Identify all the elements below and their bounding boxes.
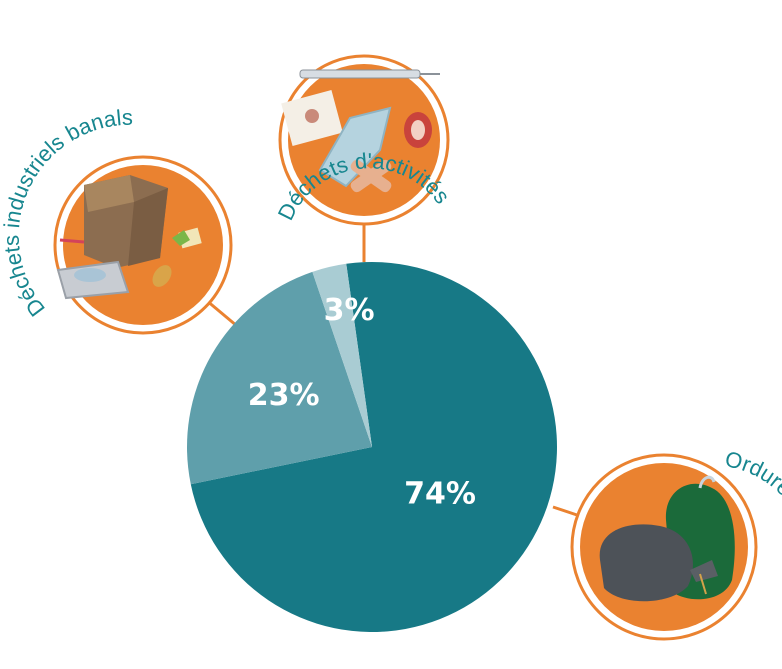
om-callout: Ordures ménagères: [570, 446, 782, 641]
pie-data-labels: 74% 23% 3%: [248, 293, 476, 512]
dasri-callout: Déchets d'activités de soins à risques i…: [0, 0, 459, 226]
pie-data-label: 3%: [324, 293, 375, 328]
garbage-bags-icon: [599, 475, 735, 602]
medical-waste-icon: [281, 69, 440, 193]
om-connector-line: [552, 505, 578, 517]
pie-data-label: 23%: [248, 378, 320, 413]
pie-slices: [187, 262, 558, 632]
pie-slice: [312, 263, 372, 447]
pie-data-label: 74%: [404, 476, 476, 511]
dib-callout: Déchets industriels banals: [0, 105, 233, 335]
pie-slice: [190, 262, 558, 632]
industrial-waste-icon: [56, 175, 202, 300]
pie-slice: [187, 271, 372, 485]
